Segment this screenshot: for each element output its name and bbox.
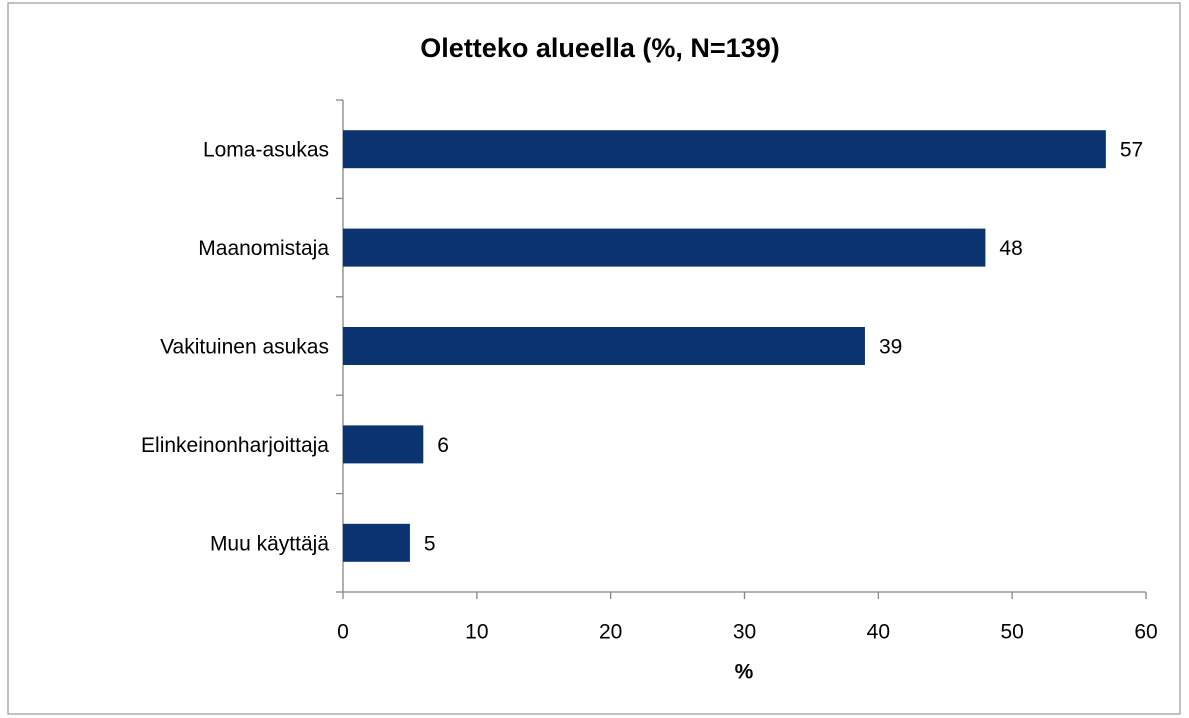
y-tick-label: Loma-asukas <box>203 139 329 162</box>
value-label: 5 <box>424 532 436 555</box>
x-tick-label: 40 <box>867 621 890 644</box>
value-label: 48 <box>999 237 1022 260</box>
y-tick-label: Maanomistaja <box>198 237 329 260</box>
x-tick-label: 10 <box>465 621 488 644</box>
x-tick-label: 50 <box>1000 621 1023 644</box>
y-tick-label: Muu käyttäjä <box>210 532 329 555</box>
y-tick-label: Vakituinen asukas <box>160 336 329 359</box>
value-label: 39 <box>879 336 902 359</box>
value-label: 57 <box>1120 139 1143 162</box>
x-axis-label: % <box>735 661 754 684</box>
value-label: 6 <box>437 434 449 457</box>
bar <box>343 523 410 562</box>
chart-title: Oletteko alueella (%, N=139) <box>420 33 779 63</box>
bar <box>343 130 1106 169</box>
bar <box>343 228 986 267</box>
y-tick-label: Elinkeinonharjoittaja <box>141 434 329 457</box>
bar <box>343 425 424 464</box>
x-tick-label: 60 <box>1134 621 1157 644</box>
x-tick-label: 30 <box>733 621 756 644</box>
x-tick-label: 20 <box>599 621 622 644</box>
x-tick-label: 0 <box>337 621 349 644</box>
bar <box>343 327 865 365</box>
